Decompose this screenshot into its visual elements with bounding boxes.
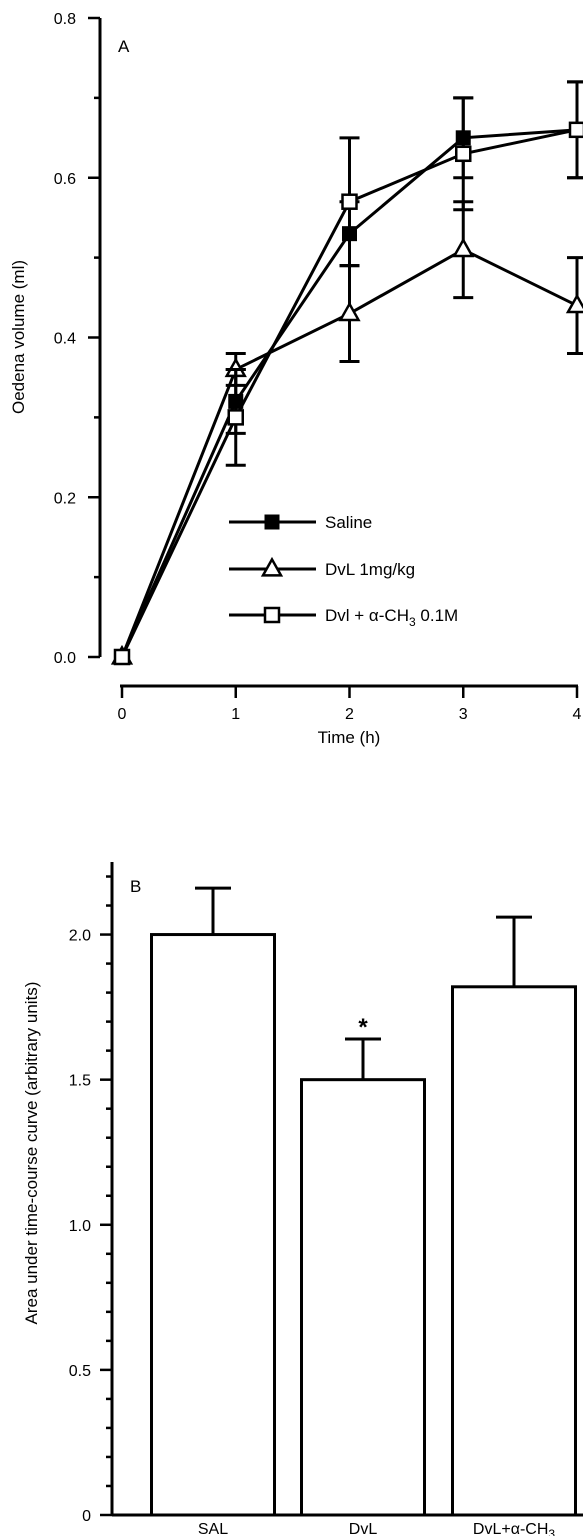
panel-a-y-ticks: 0.0 0.2 0.4 0.6 0.8 xyxy=(54,11,100,667)
panel-a-legend-marker xyxy=(263,559,281,575)
panel-a-x-tick-label: 2 xyxy=(345,706,354,723)
panel-a-legend-label: Dvl + α-CH3 0.1M xyxy=(325,606,458,629)
panel-b-label: B xyxy=(130,877,141,896)
panel-a-x-tick-label: 1 xyxy=(231,706,240,723)
panel-a-y-tick-label: 0.6 xyxy=(54,171,76,188)
category-label-main: DvL+α-CH xyxy=(473,1521,548,1536)
panel-b-category-label: SAL xyxy=(198,1521,228,1536)
panel-b-bar-chart: 0 0.5 1.0 1.5 2.0 B Area under time-course c… xyxy=(22,862,583,1536)
panel-a-x-ticks: 0 1 2 3 4 xyxy=(118,686,582,723)
panel-a-series-1 xyxy=(113,202,583,664)
panel-b-bars: * xyxy=(152,888,576,1515)
panel-a-data-point xyxy=(229,410,243,424)
panel-a-y-axis-label: Oedena volume (ml) xyxy=(9,260,28,414)
panel-b-bar xyxy=(453,987,576,1515)
legend-label-tail: 0.1M xyxy=(416,606,459,625)
panel-a-data-point xyxy=(343,195,357,209)
panel-b-y-tick-label: 0.5 xyxy=(69,1363,91,1380)
legend-label-main: Dvl + α-CH xyxy=(325,606,409,625)
panel-b-significance-mark: * xyxy=(358,1014,368,1041)
panel-b-bar xyxy=(302,1080,425,1515)
panel-a-legend-label: DvL 1mg/kg xyxy=(325,560,415,579)
panel-a-legend-marker xyxy=(265,608,279,622)
panel-a-y-tick-label: 0.0 xyxy=(54,650,76,667)
panel-a-y-tick-label: 0.8 xyxy=(54,11,76,28)
panel-a-x-tick-label: 4 xyxy=(573,706,582,723)
panel-a-data-point xyxy=(570,123,583,137)
category-label-main: SAL xyxy=(198,1521,228,1536)
category-label-main: DvL xyxy=(349,1521,378,1536)
panel-a-legend-label: Saline xyxy=(325,513,372,532)
panel-a-x-tick-label: 3 xyxy=(459,706,468,723)
panel-b-category-label: DvL+α-CH3 xyxy=(473,1521,555,1536)
panel-a-data-point xyxy=(454,240,472,256)
panel-b-y-tick-label: 1.0 xyxy=(69,1218,91,1235)
panel-b-category-label: DvL xyxy=(349,1521,378,1536)
panel-a-data-point xyxy=(568,296,583,312)
panel-b-y-tick-label: 0 xyxy=(82,1508,91,1525)
panel-b-y-ticks: 0 0.5 1.0 1.5 2.0 xyxy=(69,877,112,1525)
panel-a-label: A xyxy=(118,37,130,56)
panel-a-data-point xyxy=(341,304,359,320)
panel-b-y-tick-label: 2.0 xyxy=(69,928,91,945)
panel-a-data-point xyxy=(456,147,470,161)
panel-b-y-axis-label: Area under time-course curve (arbitrary … xyxy=(22,982,41,1325)
category-label-subscript: 3 xyxy=(548,1527,555,1536)
panel-a-x-tick-label: 0 xyxy=(118,706,127,723)
panel-a-legend-marker xyxy=(265,515,279,529)
panel-b-category-labels: SAL DvL DvL+α-CH3 xyxy=(198,1521,556,1536)
panel-a-y-tick-label: 0.4 xyxy=(54,331,76,348)
panel-b-bar xyxy=(152,935,275,1515)
panel-a-x-axis-label: Time (h) xyxy=(318,728,381,747)
panel-a-data-point xyxy=(115,650,129,664)
panel-a-y-tick-label: 0.2 xyxy=(54,490,76,507)
panel-a-legend: Saline DvL 1mg/kg Dvl + α-CH3 0.1M xyxy=(229,513,458,629)
panel-b-y-tick-label: 1.5 xyxy=(69,1073,91,1090)
panel-a-line-chart: 0.0 0.2 0.4 0.6 0.8 0 1 2 3 4 A Time (h) Oedena … xyxy=(9,11,583,747)
